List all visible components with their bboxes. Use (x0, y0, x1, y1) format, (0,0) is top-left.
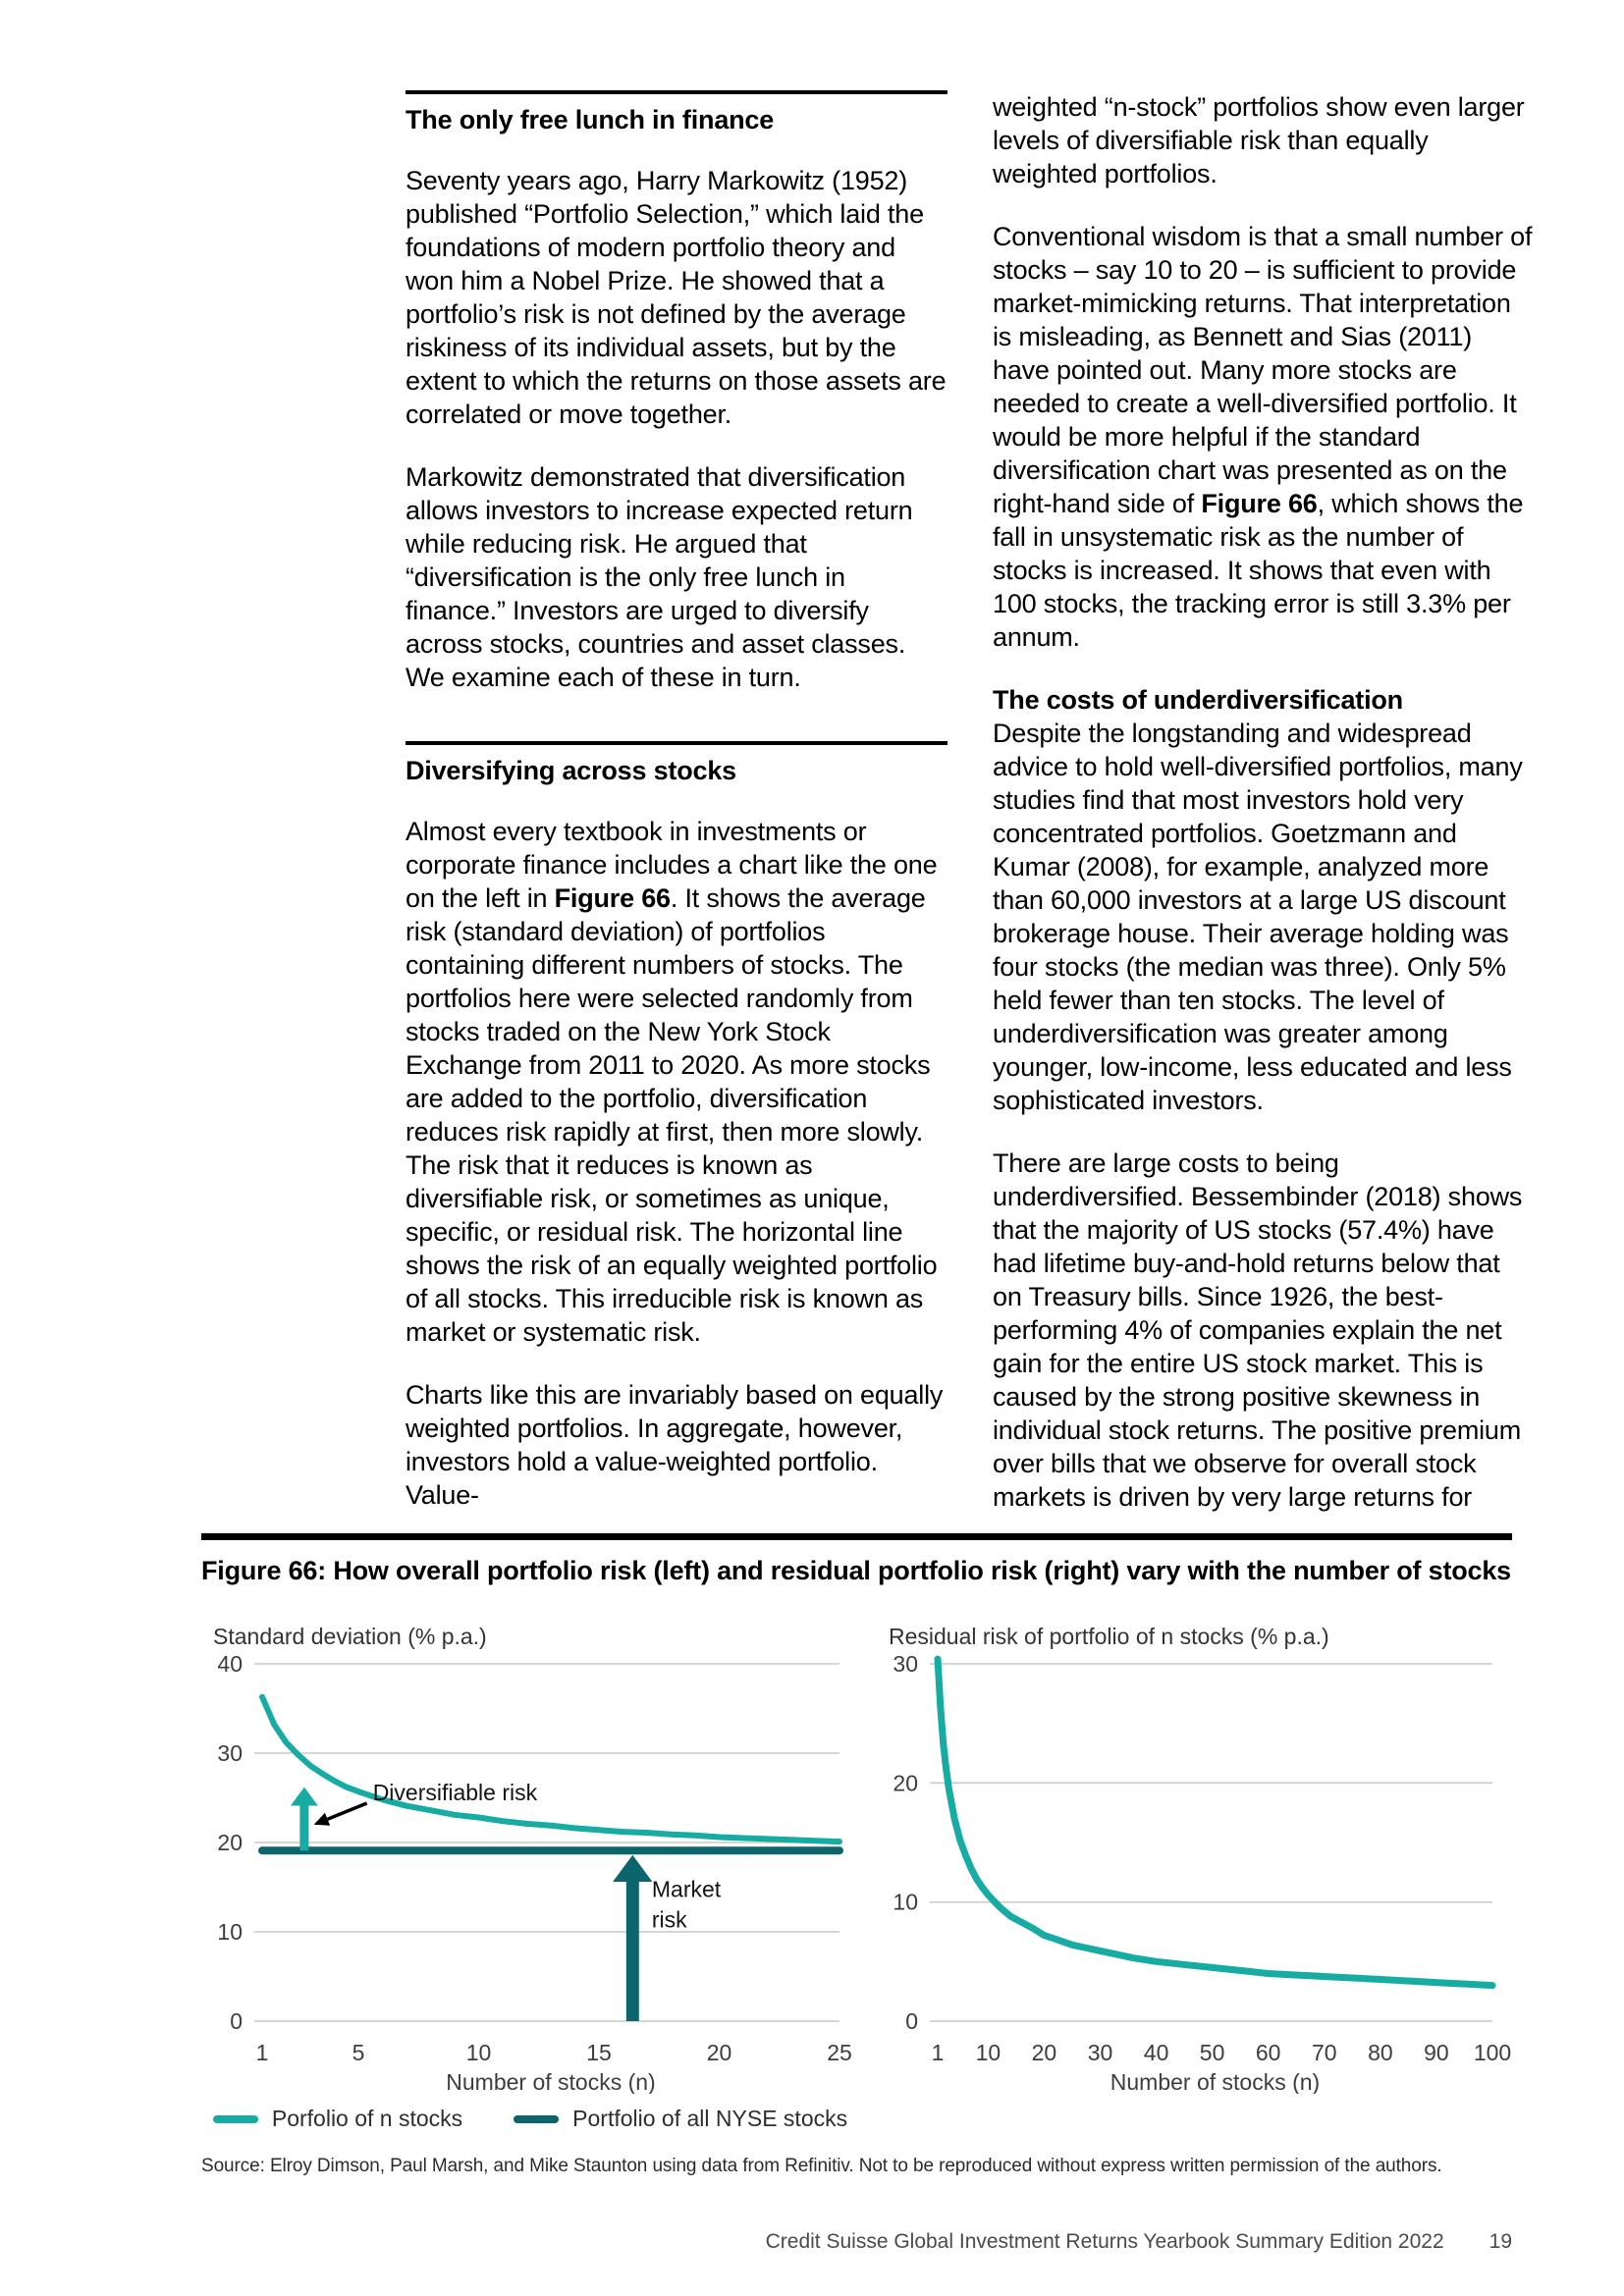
legend-item-n-stocks: Porfolio of n stocks (212, 2106, 463, 2132)
svg-text:15: 15 (586, 2040, 612, 2065)
figure-66: Figure 66: How overall portfolio risk (l… (201, 1533, 1512, 2177)
svg-text:50: 50 (1200, 2040, 1225, 2065)
svg-text:0: 0 (905, 2008, 918, 2034)
svg-text:0: 0 (230, 2008, 243, 2034)
svg-text:10: 10 (976, 2040, 1001, 2065)
svg-text:1: 1 (256, 2040, 269, 2065)
svg-text:30: 30 (1088, 2040, 1113, 2065)
right-column: weighted “n-stock” portfolios show even … (993, 90, 1535, 1543)
svg-text:Diversifiable risk: Diversifiable risk (373, 1780, 538, 1805)
legend-item-nyse-stocks: Portfolio of all NYSE stocks (514, 2106, 847, 2132)
chart-portfolio-risk: Standard deviation (% p.a.) 0 10 20 30 40 1 5 10… (201, 1615, 859, 2132)
chart-residual-risk: Residual risk of portfolio of n stocks (… (859, 1615, 1512, 2132)
svg-text:20: 20 (1032, 2040, 1057, 2065)
section-heading-free-lunch: The only free lunch in finance (406, 90, 947, 136)
svg-text:Standard deviation (% p.a.): Standard deviation (% p.a.) (213, 1624, 487, 1649)
page-footer: Credit Suisse Global Investment Returns … (201, 2230, 1512, 2254)
section-heading-costs-underdiversification: The costs of underdiversification (993, 683, 1535, 717)
chart-canvas-right: Residual risk of portfolio of n stocks (… (889, 1624, 1511, 2094)
svg-text:100: 100 (1474, 2040, 1511, 2065)
figure-title: Figure 66: How overall portfolio risk (l… (201, 1556, 1511, 1585)
two-column-article: The only free lunch in finance Seventy y… (406, 90, 1535, 1543)
svg-text:10: 10 (466, 2040, 492, 2065)
legend-label: Portfolio of all NYSE stocks (572, 2106, 848, 2131)
legend-swatch-nyse-stocks (514, 2114, 560, 2123)
paragraph: weighted “n-stock” portfolios show even … (993, 92, 1525, 188)
svg-text:40: 40 (1144, 2040, 1169, 2065)
source-note: Source: Elroy Dimson, Paul Marsh, and Mi… (201, 2156, 1442, 2176)
svg-text:60: 60 (1256, 2040, 1281, 2065)
svg-text:5: 5 (352, 2040, 365, 2065)
svg-text:Market: Market (652, 1877, 722, 1902)
svg-text:30: 30 (217, 1740, 243, 1766)
svg-text:Residual risk of portfolio of: Residual risk of portfolio of n stocks (… (889, 1624, 1329, 1649)
svg-text:70: 70 (1312, 2040, 1337, 2065)
svg-text:Number of stocks (n): Number of stocks (n) (1110, 2069, 1320, 2094)
section-heading-label: The costs of underdiversification (993, 685, 1403, 715)
left-column: The only free lunch in finance Seventy y… (406, 90, 947, 1543)
footer-text: Credit Suisse Global Investment Returns … (765, 2230, 1444, 2253)
svg-text:20: 20 (893, 1770, 918, 1795)
svg-text:20: 20 (217, 1830, 243, 1855)
svg-text:25: 25 (827, 2040, 852, 2065)
paragraph: Despite the longstanding and widespread … (993, 719, 1523, 1115)
section-heading-diversifying-stocks: Diversifying across stocks (406, 741, 947, 787)
legend-swatch-n-stocks (212, 2114, 258, 2123)
paragraph: Charts like this are invariably based on… (406, 1380, 944, 1510)
legend-label: Porfolio of n stocks (271, 2106, 463, 2131)
section-heading-label: Diversifying across stocks (406, 756, 736, 785)
svg-text:30: 30 (893, 1651, 918, 1677)
page-number: 19 (1489, 2230, 1512, 2253)
svg-text:Number of stocks (n): Number of stocks (n) (446, 2069, 655, 2094)
figure-charts-row: Standard deviation (% p.a.) 0 10 20 30 40 1 5 10… (201, 1615, 1512, 2132)
chart-legend: Porfolio of n stocks Portfolio of all NY… (201, 2106, 859, 2132)
svg-text:1: 1 (932, 2040, 945, 2065)
section-heading-label: The only free lunch in finance (406, 105, 775, 134)
paragraph: Markowitz demonstrated that diversificat… (406, 462, 913, 692)
paragraph: Conventional wisdom is that a small numb… (993, 222, 1533, 652)
svg-text:20: 20 (707, 2040, 732, 2065)
figure-top-rule (201, 1533, 1512, 1540)
svg-text:10: 10 (893, 1890, 918, 1915)
paragraph: Almost every textbook in investments or … (406, 817, 938, 1347)
svg-text:risk: risk (652, 1907, 687, 1933)
svg-text:80: 80 (1368, 2040, 1393, 2065)
svg-text:10: 10 (217, 1919, 243, 1945)
svg-text:40: 40 (217, 1651, 243, 1677)
paragraph: Seventy years ago, Harry Markowitz (1952… (406, 166, 947, 429)
svg-text:90: 90 (1424, 2040, 1449, 2065)
paragraph: There are large costs to being underdive… (993, 1148, 1523, 1512)
